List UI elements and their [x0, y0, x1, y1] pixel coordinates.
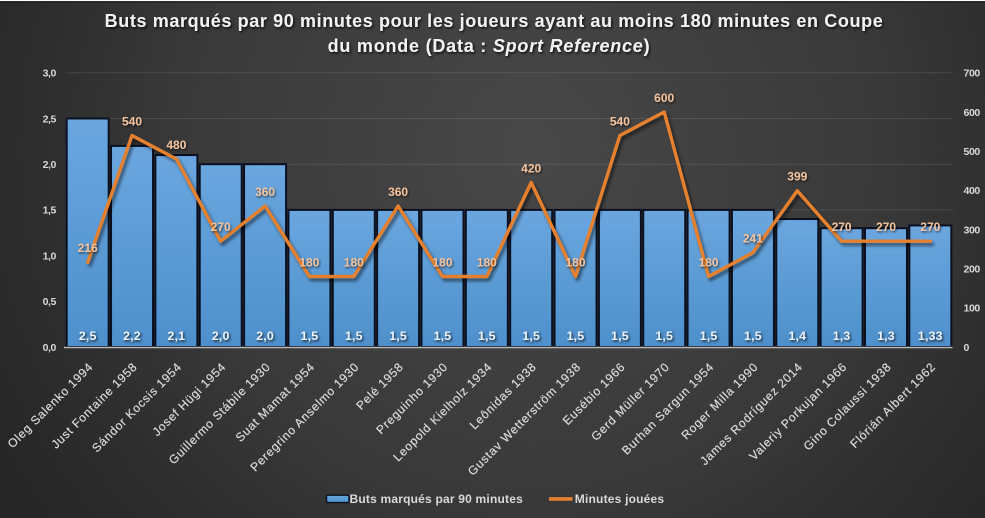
svg-text:480: 480 — [166, 138, 186, 152]
svg-text:1,5: 1,5 — [434, 329, 452, 343]
svg-text:180: 180 — [432, 255, 452, 269]
svg-text:420: 420 — [521, 161, 541, 175]
svg-text:600: 600 — [964, 107, 981, 119]
svg-text:2,5: 2,5 — [43, 113, 57, 125]
svg-text:100: 100 — [964, 303, 981, 315]
svg-text:540: 540 — [610, 114, 630, 128]
svg-text:Buts marqués par 90 minutes: Buts marqués par 90 minutes — [350, 492, 524, 506]
svg-text:270: 270 — [211, 220, 231, 234]
svg-text:1,3: 1,3 — [877, 329, 895, 343]
svg-text:360: 360 — [388, 185, 408, 199]
svg-text:1,5: 1,5 — [301, 329, 319, 343]
svg-text:2,0: 2,0 — [43, 159, 57, 171]
svg-text:Buts marqués par 90 minutes po: Buts marqués par 90 minutes pour les jou… — [105, 11, 884, 31]
svg-text:399: 399 — [787, 170, 807, 184]
svg-text:1,5: 1,5 — [655, 329, 673, 343]
svg-text:200: 200 — [964, 264, 981, 276]
svg-text:1,5: 1,5 — [345, 329, 363, 343]
svg-text:180: 180 — [477, 255, 497, 269]
svg-text:360: 360 — [255, 185, 275, 199]
svg-text:1,5: 1,5 — [611, 329, 629, 343]
svg-text:180: 180 — [299, 255, 319, 269]
svg-text:2,5: 2,5 — [79, 329, 97, 343]
svg-text:0: 0 — [964, 342, 970, 354]
svg-text:1,5: 1,5 — [43, 205, 57, 217]
svg-text:1,5: 1,5 — [700, 329, 718, 343]
svg-text:180: 180 — [699, 255, 719, 269]
svg-text:Minutes jouées: Minutes jouées — [575, 492, 665, 506]
svg-text:540: 540 — [122, 114, 142, 128]
svg-text:du monde (Data : Sport Referen: du monde (Data : Sport Reference) — [328, 36, 651, 56]
svg-text:400: 400 — [964, 185, 981, 197]
svg-text:2,0: 2,0 — [256, 329, 274, 343]
svg-text:0,5: 0,5 — [43, 296, 57, 308]
svg-text:1,5: 1,5 — [478, 329, 496, 343]
svg-text:700: 700 — [964, 68, 981, 80]
svg-text:1,5: 1,5 — [567, 329, 585, 343]
svg-text:600: 600 — [654, 91, 674, 105]
svg-text:3,0: 3,0 — [43, 68, 57, 80]
svg-text:300: 300 — [964, 224, 981, 236]
svg-text:241: 241 — [743, 231, 763, 245]
svg-text:180: 180 — [344, 255, 364, 269]
svg-text:0,0: 0,0 — [43, 342, 57, 354]
svg-text:1,33: 1,33 — [918, 329, 943, 343]
svg-text:270: 270 — [832, 220, 852, 234]
svg-text:1,0: 1,0 — [43, 250, 57, 262]
svg-text:2,0: 2,0 — [212, 329, 230, 343]
svg-text:270: 270 — [920, 220, 940, 234]
svg-text:1,5: 1,5 — [522, 329, 540, 343]
svg-text:1,5: 1,5 — [744, 329, 762, 343]
svg-text:2,2: 2,2 — [123, 329, 141, 343]
svg-text:216: 216 — [78, 241, 98, 255]
svg-text:1,4: 1,4 — [788, 329, 806, 343]
svg-text:180: 180 — [565, 255, 585, 269]
svg-text:500: 500 — [964, 146, 981, 158]
svg-text:1,5: 1,5 — [389, 329, 407, 343]
svg-text:1,3: 1,3 — [833, 329, 851, 343]
svg-text:270: 270 — [876, 220, 896, 234]
svg-text:2,1: 2,1 — [168, 329, 186, 343]
